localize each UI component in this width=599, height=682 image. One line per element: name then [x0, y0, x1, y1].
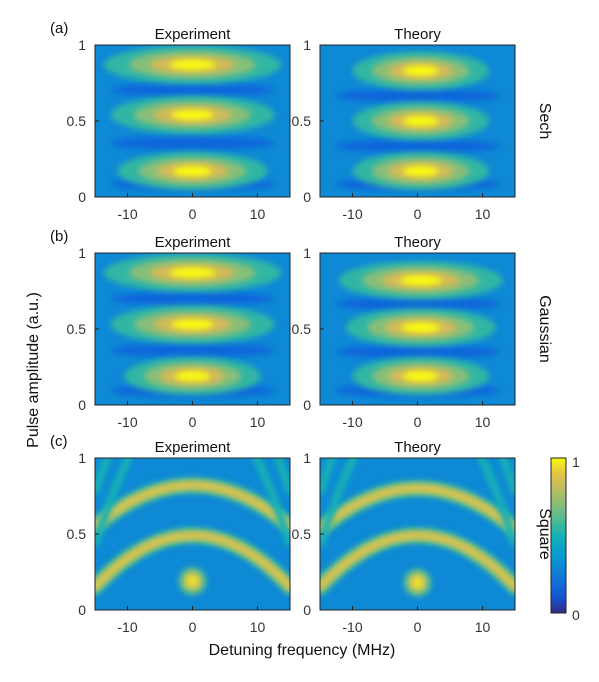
colorbar: 1 0	[550, 454, 580, 623]
heatmap-panel	[320, 458, 515, 610]
heatmap-peak	[172, 166, 213, 177]
heatmap-peak	[186, 575, 199, 588]
y-tick-label: 1	[78, 450, 86, 466]
heatmap-peak	[169, 267, 216, 278]
y-tick-label: 0	[78, 397, 86, 413]
heatmap-peak	[411, 576, 424, 589]
heatmap-peak	[402, 166, 439, 177]
heatmap-fringe	[95, 532, 290, 590]
heatmap-fringe	[320, 532, 515, 590]
y-tick-label: 1	[78, 37, 86, 53]
y-tick-label: 0	[78, 189, 86, 205]
pulse-type-label: Square	[536, 508, 553, 560]
y-tick-label: 1	[303, 245, 311, 261]
panel-title: Theory	[394, 26, 441, 43]
heatmap-peak	[169, 59, 216, 70]
pulse-type-label: Gaussian	[536, 295, 553, 363]
x-tick-label: 0	[189, 206, 197, 222]
x-tick-label: -10	[117, 206, 137, 222]
heatmap-peak	[174, 371, 211, 382]
y-tick-label: 0.5	[292, 321, 312, 337]
y-tick-label: 0	[303, 397, 311, 413]
x-tick-label: 10	[475, 619, 491, 635]
heatmap-trough	[335, 296, 500, 311]
x-tick-label: 10	[475, 414, 491, 430]
heatmap-peak	[399, 275, 443, 286]
pulse-type-label: Sech	[536, 103, 553, 139]
x-tick-label: -10	[117, 619, 137, 635]
y-tick-label: 0.5	[67, 526, 87, 542]
y-tick-label: 1	[303, 450, 311, 466]
x-tick-label: 0	[414, 414, 422, 430]
heatmap-peak	[171, 109, 214, 120]
y-tick-label: 0.5	[292, 113, 312, 129]
heatmap-panel	[95, 45, 290, 197]
heatmap-panel	[320, 253, 515, 405]
heatmap-peak	[402, 371, 439, 382]
y-axis-label: Pulse amplitude (a.u.)	[25, 292, 42, 448]
x-tick-label: 10	[475, 206, 491, 222]
x-tick-label: 0	[189, 414, 197, 430]
heatmap-trough	[110, 82, 275, 97]
y-tick-label: 1	[303, 37, 311, 53]
panel-title: Experiment	[155, 26, 232, 43]
panel-title: Experiment	[155, 234, 232, 251]
heatmap-peak	[171, 319, 214, 330]
y-tick-label: 1	[78, 245, 86, 261]
x-axis-label: Detuning frequency (MHz)	[209, 642, 396, 659]
heatmap-trough	[335, 88, 500, 103]
heatmap-trough	[335, 139, 500, 154]
heatmap-fringe	[320, 458, 515, 547]
panel-row-label: (b)	[50, 228, 68, 245]
x-tick-label: -10	[117, 414, 137, 430]
panel-row-label: (c)	[50, 433, 68, 450]
x-tick-label: 10	[250, 414, 266, 430]
heatmap-trough	[335, 344, 500, 359]
heatmap-peak	[402, 115, 439, 127]
heatmap-fringe	[95, 458, 290, 547]
heatmap-trough	[110, 136, 275, 151]
heatmap-peak	[402, 65, 439, 76]
heatmap-panel	[95, 253, 290, 405]
heatmap-trough	[110, 291, 275, 306]
y-tick-label: 0.5	[67, 113, 87, 129]
x-tick-label: -10	[342, 206, 362, 222]
y-tick-label: 0	[303, 189, 311, 205]
x-tick-label: 0	[414, 619, 422, 635]
y-tick-label: 0.5	[67, 321, 87, 337]
panel-title: Experiment	[155, 439, 232, 456]
colorbar-max-label: 1	[572, 454, 580, 470]
y-tick-label: 0	[78, 602, 86, 618]
x-tick-label: -10	[342, 414, 362, 430]
x-tick-label: 0	[189, 619, 197, 635]
x-tick-label: 0	[414, 206, 422, 222]
panel-title: Theory	[394, 439, 441, 456]
colorbar-gradient	[550, 457, 567, 614]
panel-row-label: (a)	[50, 20, 68, 37]
heatmap-fringe	[320, 485, 515, 533]
panel-title: Theory	[394, 234, 441, 251]
colorbar-min-label: 0	[572, 607, 580, 623]
heatmap-panel	[95, 458, 290, 610]
x-tick-label: 10	[250, 619, 266, 635]
y-tick-label: 0	[303, 602, 311, 618]
heatmap-trough	[110, 343, 275, 358]
heatmap-panel	[320, 45, 515, 197]
heatmap-fringe	[95, 482, 290, 530]
x-tick-label: -10	[342, 619, 362, 635]
y-tick-label: 0.5	[292, 526, 312, 542]
x-tick-label: 10	[250, 206, 266, 222]
heatmap-peak	[401, 322, 441, 333]
